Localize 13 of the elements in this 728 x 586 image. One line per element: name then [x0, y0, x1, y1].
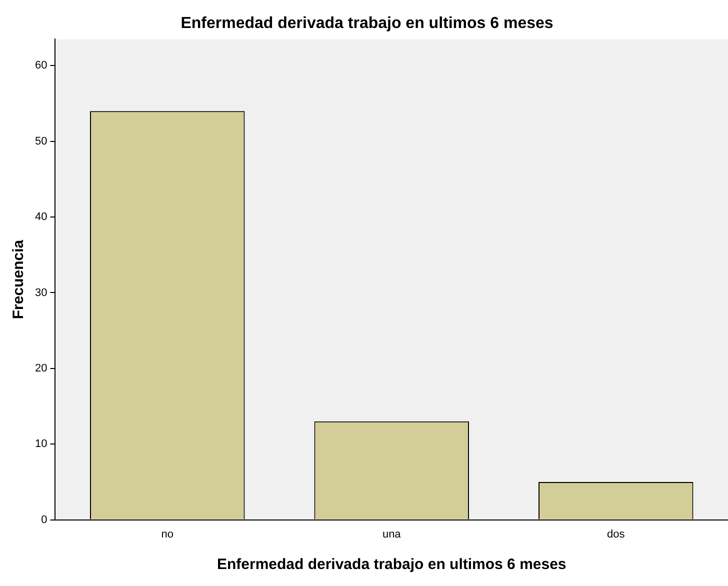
y-tick-label: 30	[34, 286, 48, 299]
chart-title: Enfermedad derivada trabajo en ultimos 6 meses	[180, 15, 554, 32]
x-axis-title: Enfermedad derivada trabajo en ultimos 6 meses	[216, 556, 566, 574]
y-tick-label: 0	[41, 514, 48, 526]
y-tick-label: 60	[34, 60, 48, 72]
y-tick-label: 50	[34, 135, 48, 148]
y-tick-label: 20	[34, 362, 48, 374]
x-tick-label: una	[382, 528, 402, 540]
x-tick-label: dos	[607, 528, 626, 540]
x-tick-label: no	[161, 528, 174, 540]
y-tick-label: 10	[34, 438, 48, 450]
y-tick-label: 40	[34, 211, 48, 224]
y-axis-title: Frecuencia	[10, 239, 28, 320]
